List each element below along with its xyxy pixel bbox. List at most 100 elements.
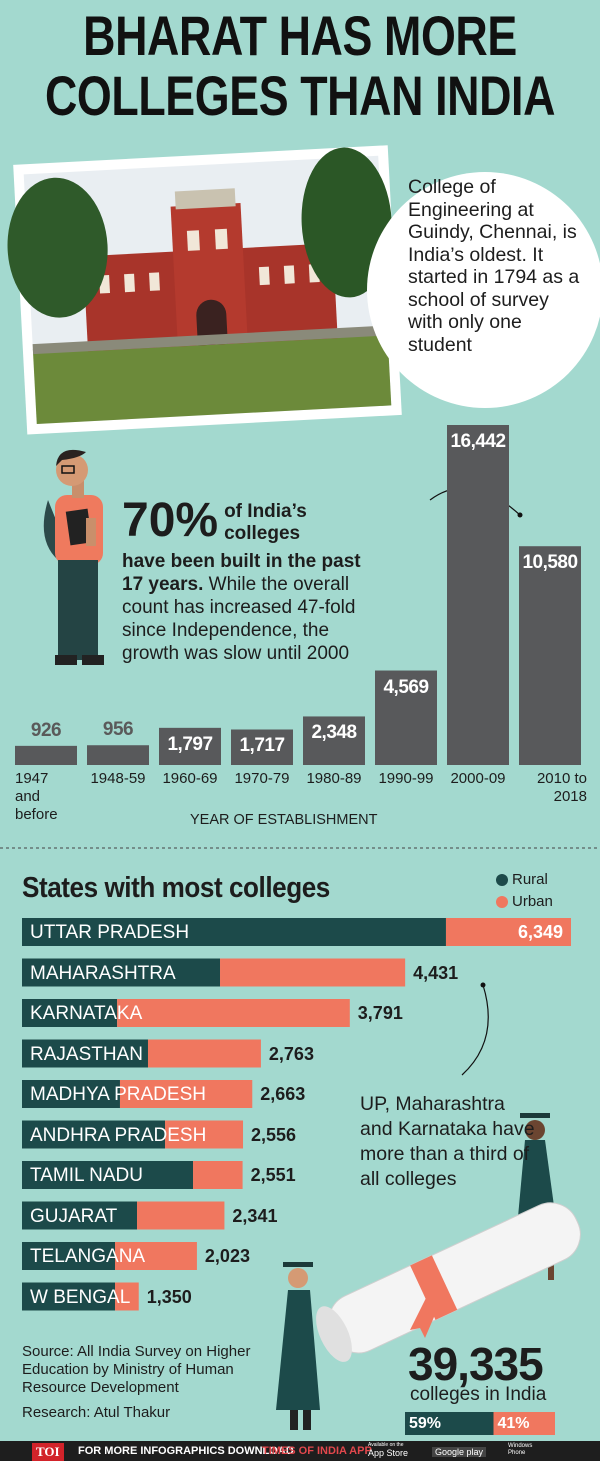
bar-segment xyxy=(115,1282,139,1311)
legend-swatch xyxy=(496,896,508,908)
callout-body: have been built in the past 17 years. Wh… xyxy=(122,550,377,665)
footer-badge-small: Available on the xyxy=(368,1442,404,1448)
bar-segment xyxy=(117,999,350,1027)
footer-windows-phone: Windows Phone xyxy=(508,1443,533,1456)
headline: BHARAT HAS MORE COLLEGES THAN INDIA xyxy=(44,4,556,127)
value-label: 4,569 xyxy=(383,676,429,698)
value-label: 16,442 xyxy=(450,431,506,452)
y-tick-label: RAJASTHAN xyxy=(30,1043,143,1065)
x-tick-label: 1947 and before xyxy=(15,770,58,823)
bar-segment xyxy=(22,1282,116,1311)
bar-segment xyxy=(220,958,406,987)
value-label: 956 xyxy=(102,719,134,741)
bar-segment xyxy=(137,1201,225,1230)
y-tick-label: TAMIL NADU xyxy=(30,1165,143,1186)
value-label: 59% xyxy=(409,1415,442,1432)
bar-segment xyxy=(22,1242,116,1270)
legend-label: Rural xyxy=(512,871,548,888)
bar-segment xyxy=(115,1242,197,1270)
total-label: 2,551 xyxy=(250,1165,296,1185)
bar-segment xyxy=(165,1120,244,1149)
footer-app-store: App Store xyxy=(368,1448,409,1458)
total-label: 4,431 xyxy=(413,962,459,983)
source: Source: All India Survey on Higher Educa… xyxy=(22,1343,251,1396)
value-label: 1,797 xyxy=(167,733,213,755)
value-label: 10,580 xyxy=(522,552,578,574)
legend-label: Urban xyxy=(512,893,553,910)
bar xyxy=(159,727,221,765)
total-figure: 39,335 xyxy=(408,1338,544,1390)
value-label: 926 xyxy=(30,719,62,741)
photo-grass xyxy=(32,330,392,424)
bar xyxy=(519,546,581,765)
total-label: 2,763 xyxy=(268,1043,314,1064)
bar-segment xyxy=(22,918,446,946)
chart-title: States with most colleges xyxy=(22,872,330,904)
photo-windows xyxy=(99,228,320,294)
student-illustration xyxy=(43,449,104,665)
total-label: 2,556 xyxy=(251,1124,297,1145)
bar xyxy=(231,729,293,765)
footer-app: TIMES OF INDIA APP xyxy=(262,1445,372,1457)
bar-segment xyxy=(193,1161,243,1189)
value-label: 1,717 xyxy=(239,735,285,757)
y-tick-label: GUJARAT xyxy=(30,1205,118,1227)
x-tick-label: 1980-89 xyxy=(306,770,362,787)
bar xyxy=(375,670,437,765)
bar-segment xyxy=(493,1412,555,1435)
footer-logo: TOI xyxy=(32,1443,64,1461)
callout-figure: 70% xyxy=(122,494,219,547)
y-tick-label: MAHARASHTRA xyxy=(30,962,176,984)
x-tick-label: 1960-69 xyxy=(162,770,218,787)
total-label: 2,663 xyxy=(260,1084,306,1104)
graduates-illustration xyxy=(276,1113,581,1430)
bar-segment xyxy=(22,1080,120,1108)
bar-segment xyxy=(147,1039,261,1068)
y-tick-label: W BENGAL xyxy=(30,1286,131,1308)
value-label: 41% xyxy=(497,1415,530,1432)
total-label: 6,349 xyxy=(517,922,563,942)
total-label: 1,350 xyxy=(146,1286,192,1307)
callout-figure-text: of India’s colleges xyxy=(224,501,307,544)
annotation-arrow xyxy=(461,984,489,1076)
bar-segment xyxy=(22,958,221,987)
callout-text: While the overall count has increased 47… xyxy=(122,574,356,664)
y-tick-label: KARNATAKA xyxy=(30,1003,143,1024)
bar-segment xyxy=(22,1120,166,1149)
annotation-arrow-head xyxy=(480,982,486,988)
callout-arrow-head xyxy=(517,512,523,518)
research: Research: Atul Thakur xyxy=(22,1404,171,1421)
x-tick-label: 2010 to 2018 xyxy=(536,770,587,805)
bar xyxy=(87,745,149,765)
photo-caption: College of Engineering at Guindy, Chenna… xyxy=(408,176,580,356)
photo-tree xyxy=(301,147,392,298)
total-label: 2,341 xyxy=(232,1205,278,1226)
legend-swatch xyxy=(496,874,508,886)
photo-dome xyxy=(174,188,236,210)
bar xyxy=(15,745,77,765)
photo-fence xyxy=(32,325,388,355)
total-label: 3,791 xyxy=(357,1003,403,1023)
x-tick-label: 1990-99 xyxy=(378,770,434,787)
footer-text: FOR MORE INFOGRAPHICS DOWNLOAD xyxy=(78,1445,294,1457)
bar-segment xyxy=(22,1201,138,1230)
bar-segment xyxy=(445,918,571,946)
bar-segment xyxy=(22,1039,148,1068)
bar-segment xyxy=(22,999,118,1027)
y-tick-label: ANDHRA PRADESH xyxy=(30,1124,207,1146)
bar-segment xyxy=(405,1412,494,1435)
footer: TOI FOR MORE INFOGRAPHICS DOWNLOAD TIMES… xyxy=(0,1441,600,1461)
annotation: UP, Maharashtra and Karnataka have more … xyxy=(360,1093,535,1190)
total-subtitle: colleges in India xyxy=(410,1384,547,1405)
y-tick-label: TELANGANA xyxy=(30,1246,146,1267)
y-tick-label: MADHYA PRADESH xyxy=(30,1084,206,1105)
callout-bold: have been built in the past 17 years. xyxy=(122,551,361,595)
bar-segment xyxy=(119,1080,253,1108)
bar xyxy=(447,425,509,765)
photo-arch xyxy=(196,299,228,346)
caption-circle xyxy=(367,172,600,408)
footer-google-play: Google play xyxy=(432,1447,487,1457)
x-axis-label: YEAR OF ESTABLISHMENT xyxy=(190,812,378,828)
